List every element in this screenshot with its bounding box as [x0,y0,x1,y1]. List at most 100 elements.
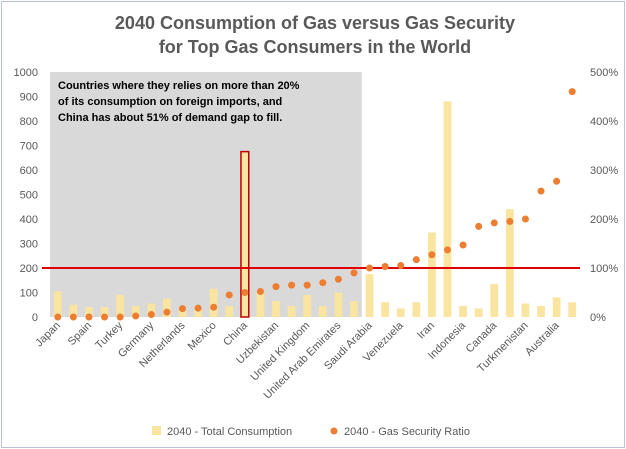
right-tick-label: 500% [590,67,618,79]
bar [428,232,436,317]
right-tick-label: 200% [590,214,618,226]
right-tick-label: 100% [590,263,618,275]
bar [303,294,312,317]
bar [116,294,125,317]
legend-label-ratio: 2040 - Gas Security Ratio [344,426,470,438]
annotation-box: Countries where they relies on more than… [58,80,300,124]
category-axis: Japan Spain TurkeyGermanyNetherlandsMexico… [33,319,562,402]
bar [365,274,374,317]
bar [396,308,405,317]
ratio-point [147,311,155,319]
ratio-point [179,305,186,313]
ratio-point [54,313,62,321]
bar [521,303,530,317]
category-label: Japan [33,320,63,350]
bar [318,305,327,317]
ratio-point [101,313,109,321]
bar [194,309,202,317]
ratio-point [194,304,202,312]
ratio-point [366,264,374,272]
ratio-point [568,88,576,96]
legend: 2040 - Total Consumption 2040 - Gas Secu… [152,426,470,438]
category-label: Spain [66,320,94,348]
ratio-point [490,219,498,227]
bar [256,292,265,317]
right-tick-label: 0% [590,312,606,324]
ratio-point [350,269,358,277]
ratio-point [69,313,77,321]
category-label: China [221,319,250,348]
ratio-point [319,279,327,287]
ratio-point [85,313,93,321]
bar [287,305,296,317]
ratio-point [303,281,311,289]
ratio-point [506,217,514,225]
bar [100,307,109,317]
bar [350,301,358,317]
bar [163,298,171,317]
bar [53,291,62,317]
legend-swatch-consumption [152,426,161,435]
shaded-region [50,72,362,317]
legend-label-consumption: 2040 - Total Consumption [167,426,292,438]
bar [505,209,514,317]
left-tick-label: 100 [20,288,38,300]
bar [131,305,140,317]
left-axis: 0 100 200 300 400 500 600 700 800 900 1000 [14,67,38,324]
bar [490,283,499,317]
chart-title: 2040 Consumption of Gas versus Gas Secur… [115,13,515,33]
ratio-point [412,256,420,264]
ratio-point [444,246,451,254]
ratio-point [334,275,342,283]
annotation-line-3: China has about 51% of demand gap to fil… [58,112,282,124]
left-tick-label: 900 [20,92,38,104]
left-tick-label: 500 [20,190,38,202]
bar [568,302,577,317]
ratio-point [397,262,405,270]
ratio-point [132,312,140,320]
ratio-point [241,289,249,296]
bar [69,304,78,317]
bar [443,101,452,318]
right-tick-label: 300% [590,165,618,177]
chart-subtitle: for Top Gas Consumers in the World [159,37,471,57]
bar [381,302,390,317]
left-tick-label: 200 [20,263,38,275]
ratio-point [210,303,218,311]
ratio-point [521,215,529,223]
ratio-point [116,313,124,321]
bar [412,302,421,317]
left-tick-label: 600 [20,165,38,177]
ratio-point [256,288,264,296]
category-label: Iran [415,320,437,342]
annotation-line-1: Countries where they relies on more than… [58,80,300,92]
bar [552,297,561,317]
ratio-point [537,187,545,195]
bar [209,288,218,317]
left-tick-label: 300 [20,239,38,251]
ratio-point [225,291,233,299]
ratio-point [272,283,280,291]
left-tick-label: 0 [32,312,38,324]
bar [225,305,234,317]
legend-swatch-ratio [330,427,338,435]
left-tick-label: 400 [20,214,38,226]
bar [178,309,187,317]
right-tick-label: 400% [590,116,618,128]
bar [334,292,343,317]
ratio-point [475,222,483,230]
ratio-series [54,88,576,321]
bar-series [53,101,577,318]
left-tick-label: 700 [20,141,38,153]
ratio-point [288,281,296,289]
bar-highlighted [240,150,250,318]
bar [459,305,467,317]
ratio-point [381,263,389,271]
ratio-point [428,251,436,259]
ratio-point [459,241,467,249]
right-axis: 0% 100% 200% 300% 400% 500% [590,67,618,324]
category-label: Mexico [186,320,219,353]
bar [85,307,93,317]
